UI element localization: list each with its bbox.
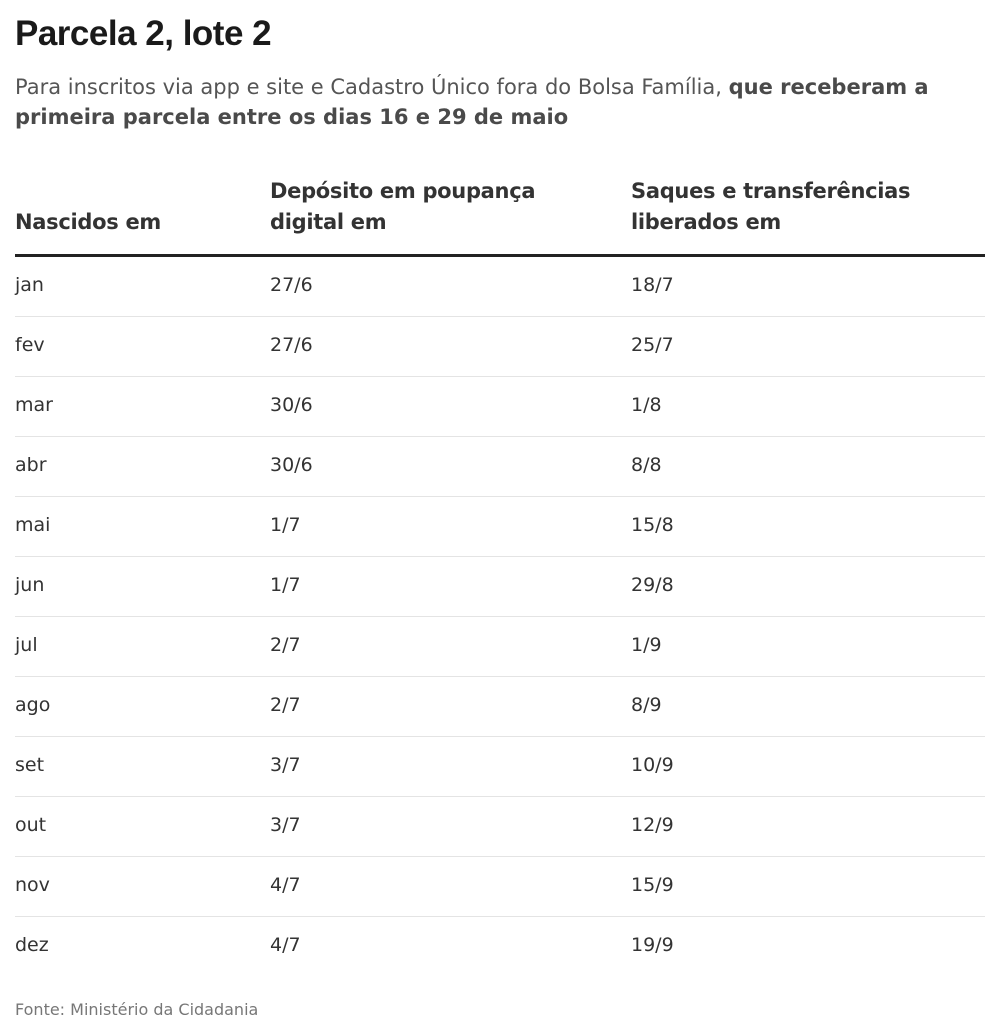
table-header: Nascidos em Depósito em poupança digital…: [15, 174, 985, 257]
cell-birth-month: mai: [15, 514, 51, 536]
table-row: mar 30/6 1/8: [15, 377, 985, 437]
cell-deposit-date: 1/7: [270, 514, 301, 536]
cell-withdrawal-date: 8/9: [631, 694, 662, 716]
cell-withdrawal-date: 10/9: [631, 754, 674, 776]
cell-birth-month: nov: [15, 874, 50, 896]
cell-withdrawal-date: 25/7: [631, 334, 674, 356]
cell-birth-month: dez: [15, 934, 49, 956]
cell-birth-month: fev: [15, 334, 45, 356]
table-row: nov 4/7 15/9: [15, 857, 985, 917]
cell-withdrawal-date: 12/9: [631, 814, 674, 836]
cell-withdrawal-date: 15/9: [631, 874, 674, 896]
page-subtitle: Para inscritos via app e site e Cadastro…: [15, 72, 975, 132]
subtitle-text: Para inscritos via app e site e Cadastro…: [15, 75, 729, 99]
cell-deposit-date: 4/7: [270, 874, 301, 896]
cell-deposit-date: 3/7: [270, 754, 301, 776]
header-deposit-line1: Depósito em poupança: [270, 179, 536, 203]
header-withdrawals-line1: Saques e transferências: [631, 179, 911, 203]
source-note: Fonte: Ministério da Cidadania: [15, 1000, 259, 1019]
table-row: dez 4/7 19/9: [15, 917, 985, 976]
table-row: out 3/7 12/9: [15, 797, 985, 857]
cell-birth-month: jun: [15, 574, 45, 596]
cell-deposit-date: 27/6: [270, 334, 313, 356]
cell-withdrawal-date: 15/8: [631, 514, 674, 536]
table-row: abr 30/6 8/8: [15, 437, 985, 497]
cell-birth-month: set: [15, 754, 45, 776]
cell-deposit-date: 2/7: [270, 694, 301, 716]
cell-withdrawal-date: 1/9: [631, 634, 662, 656]
cell-deposit-date: 1/7: [270, 574, 301, 596]
cell-birth-month: jul: [15, 634, 38, 656]
cell-withdrawal-date: 1/8: [631, 394, 662, 416]
cell-deposit-date: 2/7: [270, 634, 301, 656]
table-body: jan 27/6 18/7 fev 27/6 25/7 mar 30/6 1/8 abr 30/6 8…: [15, 257, 985, 976]
cell-withdrawal-date: 8/8: [631, 454, 662, 476]
header-born-in: Nascidos em: [15, 207, 161, 238]
cell-withdrawal-date: 18/7: [631, 274, 674, 296]
header-withdrawals: Saques e transferências liberados em: [631, 176, 911, 238]
cell-birth-month: abr: [15, 454, 47, 476]
cell-birth-month: jan: [15, 274, 44, 296]
table-row: jul 2/7 1/9: [15, 617, 985, 677]
table-row: ago 2/7 8/9: [15, 677, 985, 737]
cell-birth-month: ago: [15, 694, 51, 716]
table-row: set 3/7 10/9: [15, 737, 985, 797]
cell-withdrawal-date: 29/8: [631, 574, 674, 596]
header-deposit-line2: digital em: [270, 210, 387, 234]
header-born-in-label: Nascidos em: [15, 210, 161, 234]
schedule-table: Nascidos em Depósito em poupança digital…: [15, 174, 985, 976]
table-row: fev 27/6 25/7: [15, 317, 985, 377]
page-title: Parcela 2, lote 2: [15, 14, 272, 53]
table-row: jun 1/7 29/8: [15, 557, 985, 617]
header-withdrawals-line2: liberados em: [631, 210, 781, 234]
cell-withdrawal-date: 19/9: [631, 934, 674, 956]
cell-birth-month: mar: [15, 394, 53, 416]
table-row: mai 1/7 15/8: [15, 497, 985, 557]
cell-birth-month: out: [15, 814, 47, 836]
cell-deposit-date: 4/7: [270, 934, 301, 956]
table-row: jan 27/6 18/7: [15, 257, 985, 317]
header-deposit: Depósito em poupança digital em: [270, 176, 536, 238]
subtitle-highlight: que receberam a primeira parcela entre o…: [15, 75, 929, 129]
cell-deposit-date: 30/6: [270, 394, 313, 416]
cell-deposit-date: 3/7: [270, 814, 301, 836]
cell-deposit-date: 27/6: [270, 274, 313, 296]
cell-deposit-date: 30/6: [270, 454, 313, 476]
